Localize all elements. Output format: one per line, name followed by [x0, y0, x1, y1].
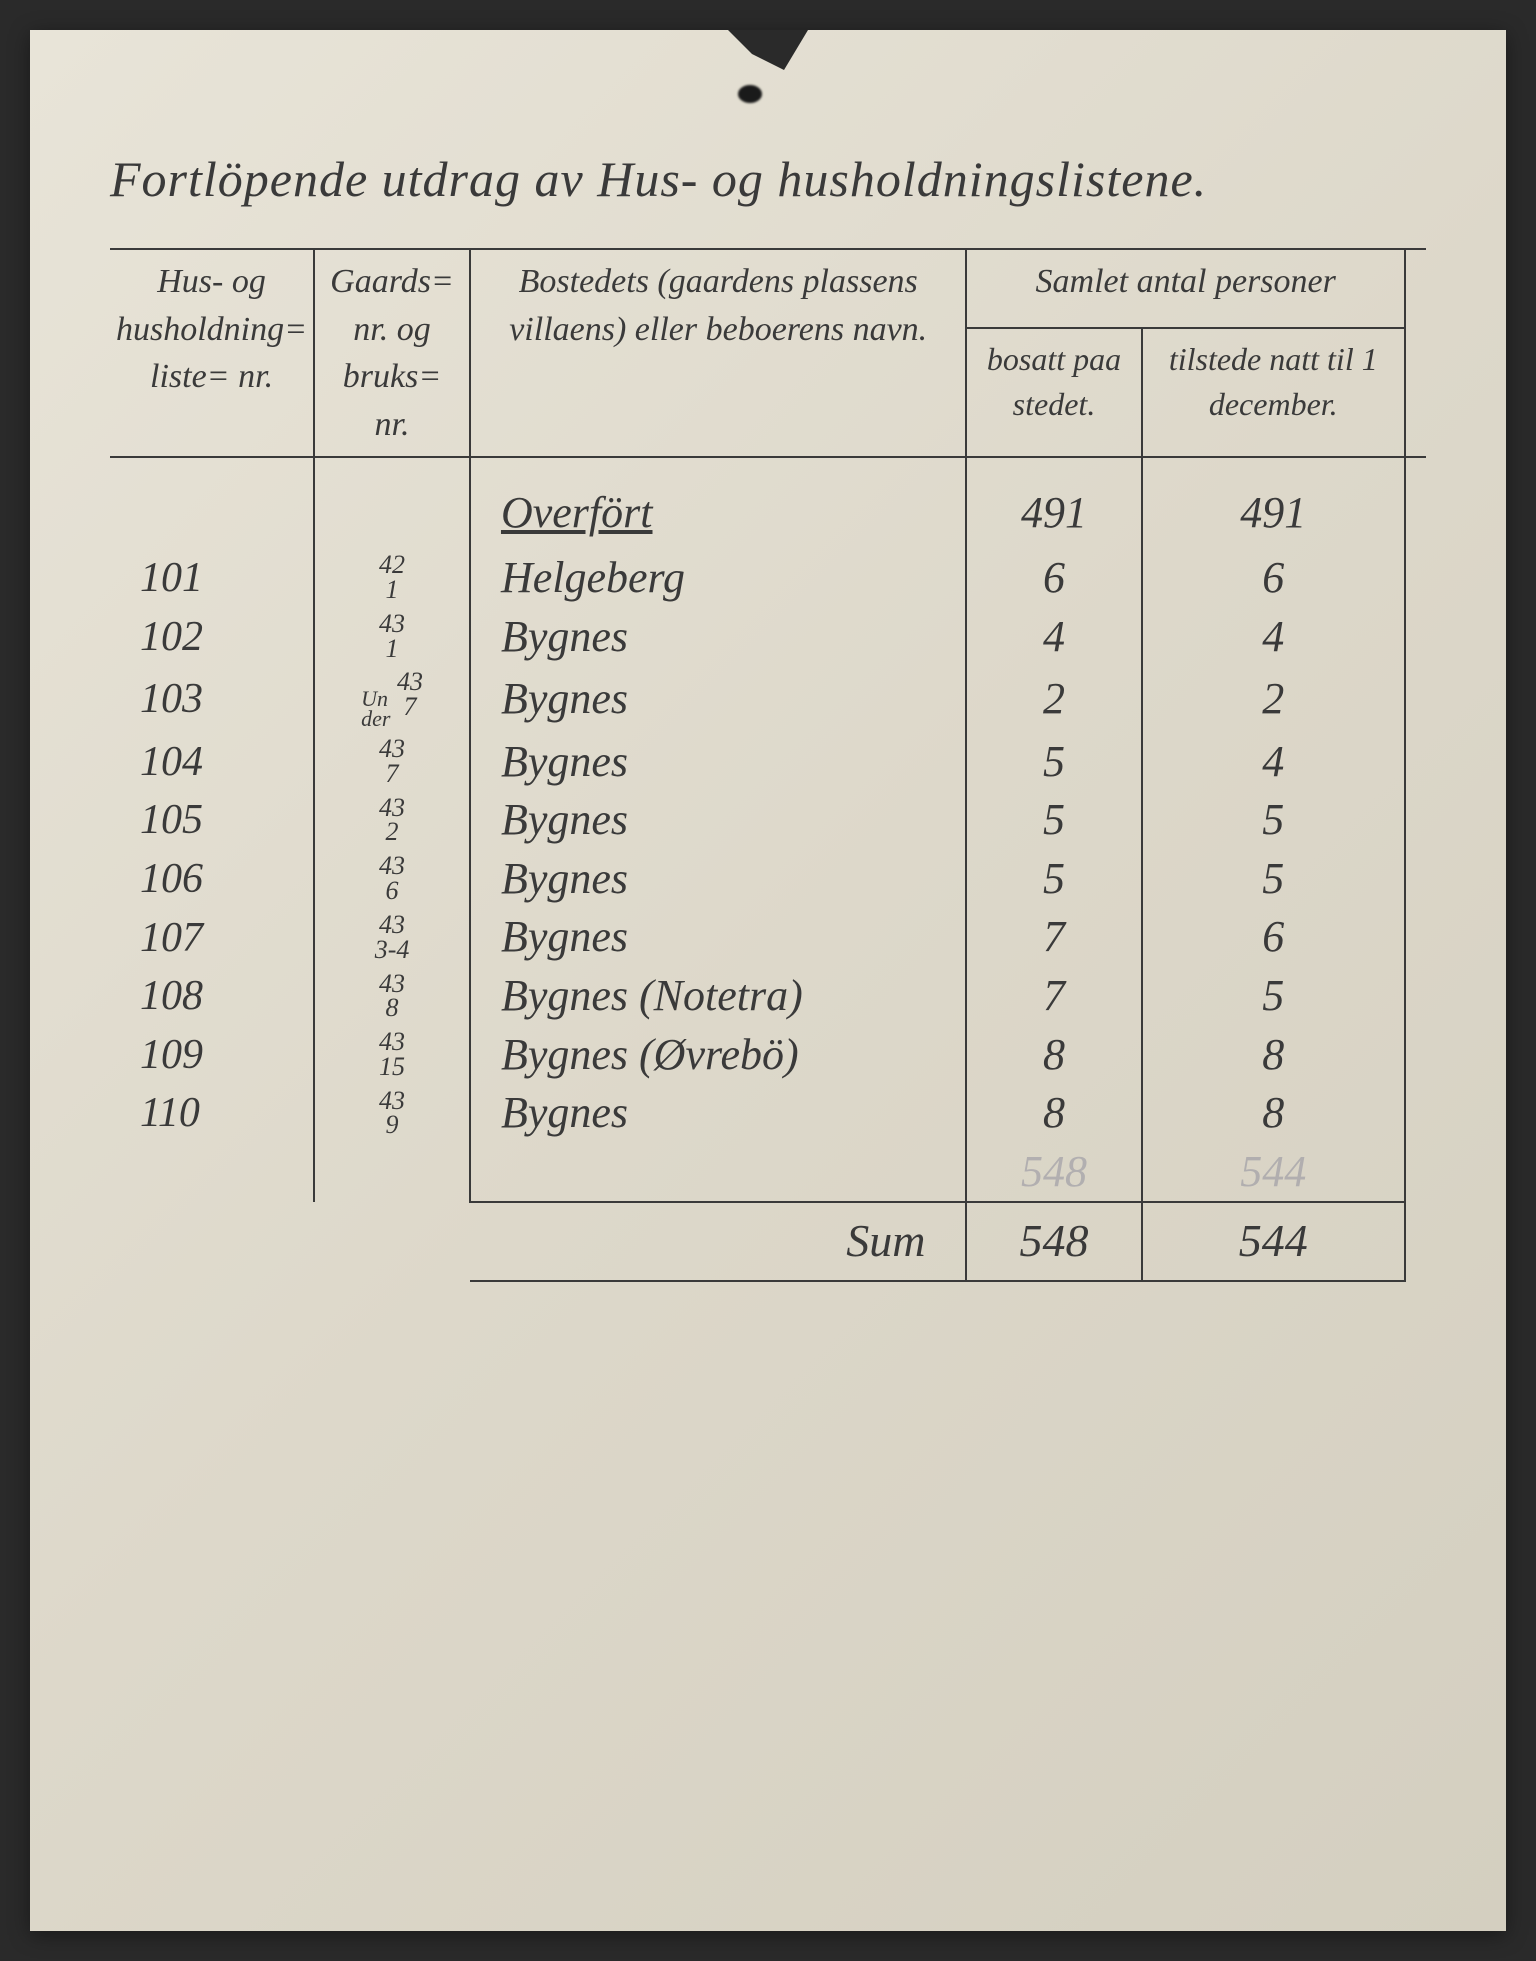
cell-bosatt: 5 [966, 850, 1141, 909]
cell-gaard: 4315 [314, 1026, 470, 1085]
cell-gaard: 421 [314, 549, 470, 608]
cell-gaard: 431 [314, 608, 470, 667]
cell-gaard: 433-4 [314, 908, 470, 967]
header-gaard: Gaards= nr. og bruks= nr. [314, 249, 470, 457]
cell-liste: 109 [110, 1026, 314, 1085]
table-header: Hus- og husholdning= liste= nr. Gaards= … [110, 249, 1426, 457]
sum-row: Sum548544 [110, 1202, 1426, 1281]
ink-blot [738, 85, 762, 103]
header-extra [1405, 249, 1426, 457]
cell-navn: Bygnes (Notetra) [470, 967, 966, 1026]
cell-navn: Bygnes (Øvrebö) [470, 1026, 966, 1085]
sum-tilstede: 544 [1142, 1202, 1405, 1281]
cell-gaard: 432 [314, 791, 470, 850]
table-row: 105432Bygnes55 [110, 791, 1426, 850]
table-row: 103Under 437Bygnes22 [110, 666, 1426, 733]
cell-gaard: 437 [314, 733, 470, 792]
header-bosatt: bosatt paa stedet. [966, 328, 1141, 457]
overfort-label: Overfört [470, 457, 966, 549]
cell-navn: Bygnes [470, 733, 966, 792]
table-row: 101421Helgeberg66 [110, 549, 1426, 608]
cell-bosatt: 5 [966, 733, 1141, 792]
cell-liste: 104 [110, 733, 314, 792]
cell-navn: Bygnes [470, 1084, 966, 1143]
census-table: Hus- og husholdning= liste= nr. Gaards= … [110, 248, 1426, 1282]
header-bosted: Bostedets (gaardens plassens villaens) e… [470, 249, 966, 457]
cell-bosatt: 6 [966, 549, 1141, 608]
cell-bosatt: 7 [966, 967, 1141, 1026]
cell-liste: 105 [110, 791, 314, 850]
overfort-row: Overfört 491 491 [110, 457, 1426, 549]
sum-bosatt: 548 [966, 1202, 1141, 1281]
census-table-wrap: Hus- og husholdning= liste= nr. Gaards= … [110, 248, 1426, 1282]
cell-liste: 101 [110, 549, 314, 608]
cell-gaard: 439 [314, 1084, 470, 1143]
cell-liste: 106 [110, 850, 314, 909]
cell-tilstede: 5 [1142, 850, 1405, 909]
page-title: Fortlöpende utdrag av Hus- og husholdnin… [110, 150, 1456, 208]
table-body: Overfört 491 491 101421Helgeberg66102431… [110, 457, 1426, 1281]
header-liste: Hus- og husholdning= liste= nr. [110, 249, 314, 457]
table-row: 110439Bygnes88 [110, 1084, 1426, 1143]
cell-bosatt: 2 [966, 666, 1141, 733]
cell-navn: Bygnes [470, 791, 966, 850]
cell-tilstede: 2 [1142, 666, 1405, 733]
header-samlet: Samlet antal personer [966, 249, 1405, 328]
cell-navn: Bygnes [470, 850, 966, 909]
cell-tilstede: 5 [1142, 967, 1405, 1026]
table-row: 102431Bygnes44 [110, 608, 1426, 667]
cell-gaard: 438 [314, 967, 470, 1026]
table-row: 106436Bygnes55 [110, 850, 1426, 909]
cell-gaard: Under 437 [314, 666, 470, 733]
faded-bosatt: 548 [966, 1143, 1141, 1203]
cell-liste: 107 [110, 908, 314, 967]
overfort-tilstede: 491 [1142, 457, 1405, 549]
cell-bosatt: 7 [966, 908, 1141, 967]
cell-navn: Helgeberg [470, 549, 966, 608]
document-page: Fortlöpende utdrag av Hus- og husholdnin… [30, 30, 1506, 1931]
table-row: 107433-4Bygnes76 [110, 908, 1426, 967]
faded-tilstede: 544 [1142, 1143, 1405, 1203]
cell-tilstede: 4 [1142, 733, 1405, 792]
cell-tilstede: 8 [1142, 1084, 1405, 1143]
header-tilstede: tilstede natt til 1 december. [1142, 328, 1405, 457]
cell-tilstede: 5 [1142, 791, 1405, 850]
table-row: 108438Bygnes (Notetra)75 [110, 967, 1426, 1026]
cell-tilstede: 4 [1142, 608, 1405, 667]
table-row: 1094315Bygnes (Øvrebö)88 [110, 1026, 1426, 1085]
cell-liste: 108 [110, 967, 314, 1026]
cell-gaard: 436 [314, 850, 470, 909]
cell-bosatt: 5 [966, 791, 1141, 850]
sum-label: Sum [470, 1202, 966, 1281]
under-note: Under [361, 689, 390, 729]
cell-liste: 102 [110, 608, 314, 667]
cell-navn: Bygnes [470, 666, 966, 733]
cell-liste: 110 [110, 1084, 314, 1143]
cell-bosatt: 8 [966, 1084, 1141, 1143]
cell-tilstede: 8 [1142, 1026, 1405, 1085]
overfort-bosatt: 491 [966, 457, 1141, 549]
cell-bosatt: 4 [966, 608, 1141, 667]
faded-sum-row: 548544 [110, 1143, 1426, 1203]
cell-tilstede: 6 [1142, 908, 1405, 967]
cell-navn: Bygnes [470, 908, 966, 967]
table-row: 104437Bygnes54 [110, 733, 1426, 792]
cell-tilstede: 6 [1142, 549, 1405, 608]
cell-liste: 103 [110, 666, 314, 733]
cell-navn: Bygnes [470, 608, 966, 667]
cell-bosatt: 8 [966, 1026, 1141, 1085]
